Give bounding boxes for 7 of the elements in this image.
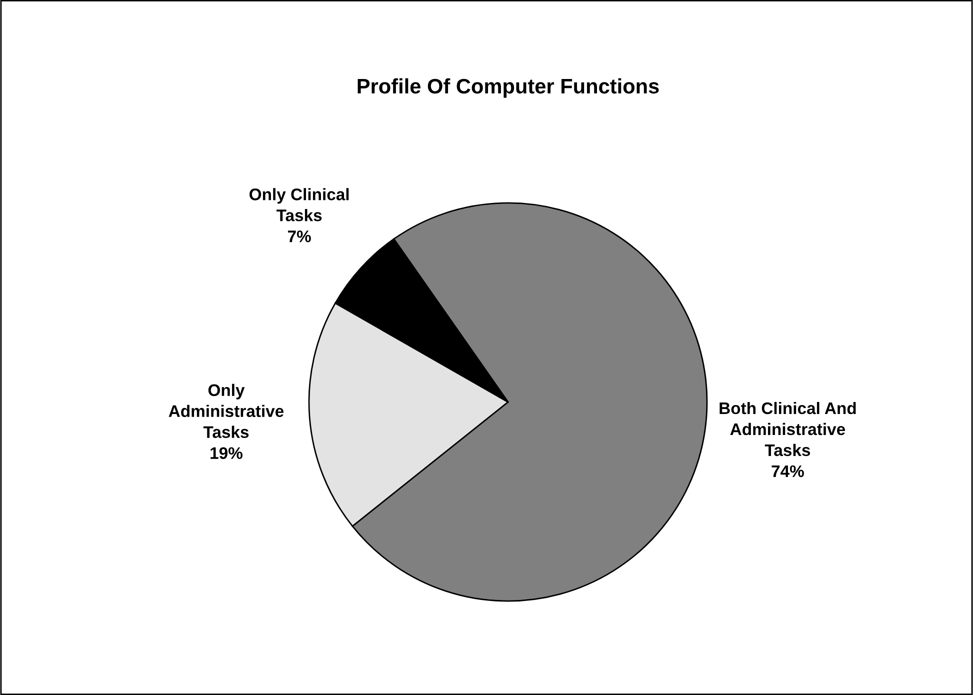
slice-label: Only Clinical Tasks xyxy=(250,188,349,222)
data-label: 19% xyxy=(210,447,242,459)
slice-label: Only Administrative Tasks xyxy=(168,384,284,438)
chart-title: Profile Of Computer Functions xyxy=(358,78,659,98)
slice-label: Both Clinical And Administrative Tasks xyxy=(720,402,856,456)
data-label: 7% xyxy=(288,230,311,242)
data-label: 74% xyxy=(772,465,804,478)
